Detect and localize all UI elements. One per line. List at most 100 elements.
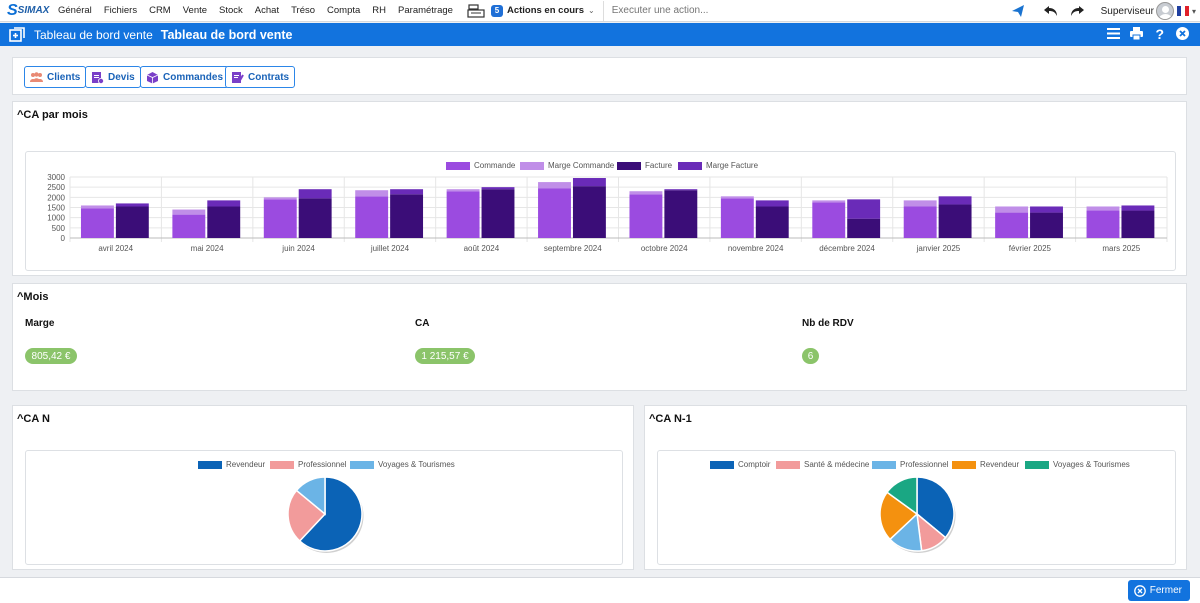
y-tick-label: 0	[61, 234, 66, 243]
bar-marge-commande	[263, 197, 297, 200]
bar-marge-commande	[720, 196, 754, 199]
legend-revendeur[interactable]: Revendeur	[952, 460, 1019, 469]
legend-facture[interactable]: Facture	[617, 161, 672, 170]
section-title-ca-n[interactable]: ^CA N	[17, 413, 50, 425]
x-tick-label: novembre 2024	[728, 244, 784, 253]
contract-icon	[232, 71, 244, 83]
bar-facture	[481, 189, 515, 238]
bar-marge-commande	[995, 206, 1029, 213]
redo-icon[interactable]	[1069, 3, 1085, 19]
bar-facture	[664, 190, 698, 238]
section-title-mois[interactable]: ^Mois	[17, 291, 49, 303]
bar-commande	[995, 212, 1029, 238]
legend-voyages-tourismes[interactable]: Voyages & Tourismes	[1025, 460, 1130, 469]
bar-marge-commande	[1086, 206, 1120, 211]
execute-action-input[interactable]	[602, 0, 1033, 21]
bar-facture	[938, 204, 972, 238]
devis-button-label: Devis	[108, 71, 135, 83]
cash-register-icon[interactable]	[467, 3, 485, 18]
x-tick-label: mars 2025	[1102, 244, 1140, 253]
help-icon[interactable]: ?	[1152, 26, 1167, 41]
y-tick-label: 2000	[47, 193, 65, 202]
devis-button[interactable]: Devis	[85, 66, 141, 88]
box-icon	[146, 71, 159, 83]
app-logo[interactable]: S SIMAX	[7, 1, 50, 19]
main-menu: Général Fichiers CRM Vente Stock Achat T…	[58, 0, 465, 22]
bar-marge-commande	[80, 205, 114, 209]
footer-bar: Fermer	[0, 577, 1200, 603]
avatar[interactable]	[1155, 2, 1174, 20]
bar-commande	[903, 206, 937, 238]
x-tick-label: octobre 2024	[641, 244, 688, 253]
x-tick-label: mai 2024	[191, 244, 224, 253]
bar-marge-facture	[755, 200, 789, 207]
commandes-button[interactable]: Commandes	[140, 66, 230, 88]
menu-item-stock[interactable]: Stock	[219, 5, 243, 16]
pie-slice	[287, 489, 327, 543]
menu-item-fichiers[interactable]: Fichiers	[103, 5, 138, 16]
print-icon[interactable]	[1129, 26, 1144, 41]
clients-button[interactable]: Clients	[24, 66, 87, 88]
legend-commande[interactable]: Commande	[446, 161, 515, 170]
actions-count-badge: 5	[490, 4, 503, 17]
contrats-button[interactable]: Contrats	[225, 66, 296, 88]
menu-item-compta[interactable]: Compta	[327, 5, 361, 16]
menu-icon[interactable]	[1106, 26, 1121, 41]
undo-icon[interactable]	[1043, 3, 1059, 19]
bar-marge-facture	[298, 189, 332, 199]
commandes-button-label: Commandes	[163, 71, 224, 83]
bar-marge-facture	[481, 187, 515, 190]
menu-item-general[interactable]: Général	[58, 5, 92, 16]
svg-text:?: ?	[1156, 26, 1165, 41]
x-tick-label: juillet 2024	[370, 244, 410, 253]
actions-in-progress[interactable]: 5 Actions en cours ⌄	[490, 0, 595, 22]
french-flag-icon[interactable]	[1176, 6, 1189, 16]
pie-slice	[886, 476, 918, 516]
bar-marge-facture	[1121, 205, 1155, 211]
bar-facture	[1030, 212, 1063, 238]
bar-commande	[538, 188, 571, 238]
send-icon[interactable]	[1011, 4, 1025, 18]
y-tick-label: 500	[52, 224, 66, 233]
menu-item-rh[interactable]: RH	[372, 5, 387, 16]
menu-item-vente[interactable]: Vente	[182, 5, 208, 16]
legend-comptoir[interactable]: Comptoir	[710, 460, 770, 469]
shortcut-button-bar: Clients Devis Commandes Contrats	[12, 57, 1187, 95]
bar-commande	[1086, 210, 1120, 238]
x-tick-label: juin 2024	[281, 244, 315, 253]
close-icon[interactable]	[1175, 26, 1190, 41]
pie-slice	[295, 476, 326, 516]
menu-item-achat[interactable]: Achat	[254, 5, 280, 16]
bar-marge-facture	[847, 199, 881, 219]
page-title: Tableau de bord vente	[160, 27, 293, 42]
chevron-down-icon[interactable]: ▾	[1191, 6, 1196, 16]
bar-marge-commande	[355, 190, 389, 197]
menu-item-crm[interactable]: CRM	[149, 5, 171, 16]
pie-slice	[916, 476, 955, 539]
bar-facture	[115, 206, 149, 238]
legend-marge-commande[interactable]: Marge Commande	[520, 161, 614, 170]
chevron-down-icon: ⌄	[588, 6, 595, 15]
legend-professionnel[interactable]: Professionnel	[872, 460, 948, 469]
bar-facture	[847, 218, 881, 238]
menu-item-parametrage[interactable]: Paramétrage	[398, 5, 453, 16]
marge-label: Marge	[25, 318, 55, 329]
ca-value-badge: 1 215,57 €	[415, 348, 475, 364]
user-name[interactable]: Superviseur	[1100, 5, 1154, 17]
close-button[interactable]: Fermer	[1127, 580, 1190, 601]
pie-slice	[298, 476, 363, 552]
legend-sante-medecine[interactable]: Santé & médecine	[776, 460, 869, 469]
bar-marge-commande	[172, 209, 206, 215]
add-tab-icon[interactable]	[9, 26, 25, 43]
legend-revendeur[interactable]: Revendeur	[198, 460, 265, 469]
top-navbar: S SIMAX Général Fichiers CRM Vente Stock …	[0, 0, 1200, 22]
menu-item-treso[interactable]: Tréso	[291, 5, 316, 16]
bar-commande	[812, 202, 846, 238]
x-tick-label: septembre 2024	[544, 244, 602, 253]
section-title-ca-n1[interactable]: ^CA N-1	[649, 413, 692, 425]
legend-marge-facture[interactable]: Marge Facture	[678, 161, 758, 170]
section-title-ca-par-mois[interactable]: ^CA par mois	[17, 109, 88, 121]
legend-professionnel[interactable]: Professionnel	[270, 460, 346, 469]
legend-voyages-tourismes[interactable]: Voyages & Tourismes	[350, 460, 455, 469]
